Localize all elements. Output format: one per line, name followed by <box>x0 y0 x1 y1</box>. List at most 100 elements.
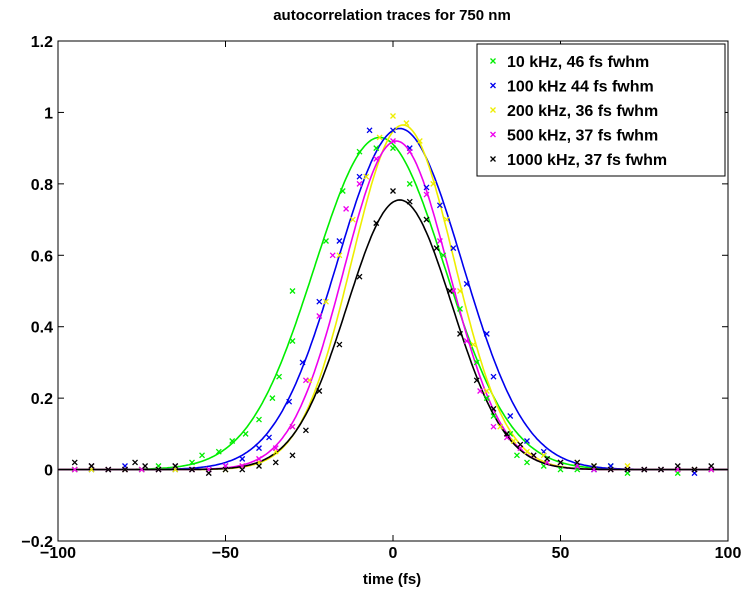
data-point <box>390 127 396 134</box>
data-point <box>105 466 112 473</box>
data-point <box>624 466 631 473</box>
y-tick-label: 0.6 <box>31 248 53 265</box>
y-tick-label: 0.2 <box>31 391 53 408</box>
data-point <box>470 341 477 348</box>
data-point <box>641 466 648 473</box>
data-point <box>390 188 396 194</box>
data-point <box>490 413 497 419</box>
legend: 10 kHz, 46 fs fwhm 100 kHz 44 fs fwhm 200 … <box>476 43 726 177</box>
fit-line <box>58 199 728 471</box>
data-point <box>436 238 443 244</box>
legend-marker <box>490 107 496 113</box>
data-point <box>302 427 309 434</box>
data-point <box>366 127 373 134</box>
data-point <box>229 438 236 444</box>
data-point <box>483 395 490 402</box>
data-point <box>302 377 309 384</box>
legend-marker <box>490 156 496 162</box>
data-point <box>406 148 413 155</box>
data-point <box>289 338 296 344</box>
data-point <box>490 373 497 380</box>
data-point <box>574 459 581 466</box>
data-point <box>524 448 530 455</box>
data-point <box>483 330 490 337</box>
data-point <box>433 245 440 252</box>
data-point <box>390 113 396 119</box>
data-point <box>376 134 383 141</box>
data-point <box>299 359 306 366</box>
data-point <box>266 434 273 441</box>
data-point <box>339 188 346 194</box>
data-point <box>172 463 179 469</box>
data-point <box>557 459 564 466</box>
y-tick-label: 1 <box>44 105 53 122</box>
data-point <box>473 377 480 384</box>
data-point <box>450 245 457 252</box>
data-point <box>349 216 356 223</box>
data-point <box>406 180 413 187</box>
data-point <box>336 238 343 244</box>
data-point <box>189 466 195 473</box>
data-point <box>356 180 363 187</box>
x-tick-label: 0 <box>389 545 398 562</box>
data-point <box>473 359 480 366</box>
data-point <box>239 466 246 473</box>
data-point <box>423 184 430 191</box>
data-point <box>205 470 212 477</box>
data-point <box>463 280 470 287</box>
data-point <box>406 198 413 205</box>
data-point <box>423 191 430 198</box>
data-point <box>503 430 510 437</box>
data-point <box>477 388 484 394</box>
data-point <box>256 416 262 423</box>
data-point <box>215 448 222 455</box>
data-point <box>289 423 296 430</box>
legend-marker <box>490 82 496 89</box>
legend-marker <box>490 131 496 138</box>
data-point <box>289 452 296 459</box>
data-point <box>490 423 497 430</box>
data-point <box>658 466 664 473</box>
data-point <box>316 313 323 319</box>
data-point <box>708 463 715 469</box>
data-point <box>457 305 463 312</box>
data-point <box>329 252 336 259</box>
data-point <box>269 395 276 402</box>
data-point <box>155 466 162 473</box>
data-point <box>239 455 246 462</box>
legend-entry: 10 kHz, 46 fs fwhm <box>507 54 649 71</box>
data-point <box>416 138 423 144</box>
y-tick-label: 0 <box>44 463 53 480</box>
data-point <box>530 452 537 459</box>
data-point <box>443 216 450 223</box>
data-point <box>390 145 396 152</box>
data-point <box>71 466 78 473</box>
data-point <box>373 155 380 162</box>
data-point <box>363 173 370 180</box>
data-point <box>517 441 524 448</box>
data-point <box>513 452 520 459</box>
chart-title: autocorrelation traces for 750 nm <box>273 7 511 24</box>
x-tick-label: 100 <box>715 545 742 562</box>
data-point <box>483 388 490 394</box>
data-point <box>356 273 363 280</box>
data-point <box>336 341 343 348</box>
data-point <box>430 180 437 187</box>
data-point <box>446 288 453 294</box>
data-point <box>356 173 363 180</box>
data-point <box>88 463 95 469</box>
data-point <box>272 445 279 452</box>
data-point <box>286 398 293 405</box>
axis-ticks: −100 −50 0 50 100 −0.2 0 0.2 0.4 0.6 0.8 1 1.2 <box>21 34 741 562</box>
data-point <box>463 338 470 344</box>
data-point <box>71 459 78 466</box>
data-point <box>490 405 497 412</box>
data-point <box>189 459 195 466</box>
data-point <box>373 220 380 227</box>
data-point <box>390 138 396 144</box>
data-point <box>122 466 128 473</box>
y-tick-label: 0.8 <box>31 177 53 194</box>
data-point <box>199 452 206 459</box>
data-point <box>457 288 463 294</box>
data-point <box>343 205 350 212</box>
